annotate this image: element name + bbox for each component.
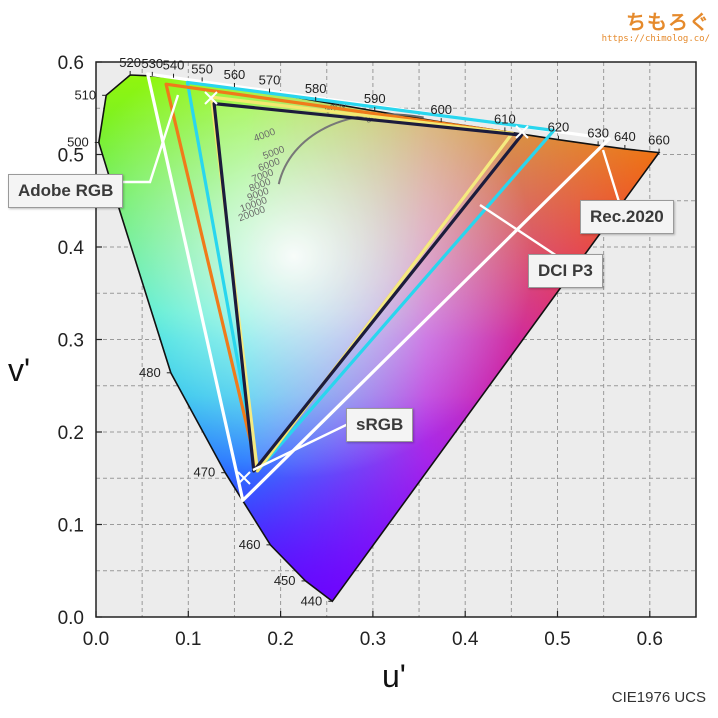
y-tick-label: 0.2 <box>58 423 84 444</box>
wavelength-label: 610 <box>494 111 516 126</box>
callout-adobe-rgb: Adobe RGB <box>8 174 124 208</box>
x-tick-label: 0.0 <box>83 629 109 650</box>
wavelength-label: 590 <box>364 91 386 106</box>
x-axis-title: u' <box>382 658 406 694</box>
axis-ticks: 0.0 0.1 0.2 0.3 0.4 0.5 0.6 0.0 0.1 0.2 0.3 0.4 0.5 0… <box>58 53 663 650</box>
wavelength-label: 460 <box>239 537 261 552</box>
x-tick-label: 0.1 <box>175 629 201 650</box>
wavelength-label: 630 <box>587 125 609 140</box>
x-tick-label: 0.5 <box>544 629 570 650</box>
wavelength-label: 450 <box>274 573 296 588</box>
x-tick-label: 0.6 <box>637 629 663 650</box>
wavelength-label: 560 <box>224 67 246 82</box>
y-axis-title: v' <box>8 352 31 388</box>
wavelength-label: 580 <box>305 81 327 96</box>
callout-rec2020: Rec.2020 <box>580 200 674 234</box>
wavelength-label: 500 <box>67 134 89 149</box>
brand-url: https://chimolog.co/ <box>601 34 710 44</box>
wavelength-label: 480 <box>139 365 161 380</box>
brand-name: ちもろぐ <box>626 10 710 34</box>
x-tick-label: 0.4 <box>452 629 479 650</box>
wavelength-label: 640 <box>614 129 636 144</box>
x-tick-label: 0.3 <box>360 629 386 650</box>
wavelength-label: 440 <box>301 593 323 608</box>
gamut-triangles <box>146 72 611 502</box>
y-tick-label: 0.0 <box>58 608 84 629</box>
y-tick-label: 0.6 <box>58 53 84 74</box>
wavelength-label: 530 <box>141 56 163 71</box>
y-tick-label: 0.4 <box>58 238 85 259</box>
callout-dci-p3: DCI P3 <box>528 254 603 288</box>
y-tick-label: 0.5 <box>58 146 84 167</box>
white-point-marks <box>204 91 529 485</box>
y-tick-label: 0.3 <box>58 331 84 352</box>
wavelength-label: 570 <box>259 73 281 88</box>
wavelength-label: 550 <box>191 61 213 76</box>
wavelength-label: 600 <box>430 102 452 117</box>
y-tick-label: 0.1 <box>58 516 84 537</box>
planckian-curve <box>277 113 424 185</box>
callout-srgb: sRGB <box>346 408 414 442</box>
gamut-triangle-dci-p3 <box>185 80 556 473</box>
brand-logo: ちもろぐ https://chimolog.co/ <box>602 6 710 44</box>
wavelength-label: 620 <box>548 120 570 135</box>
wavelength-label: 510 <box>74 87 96 102</box>
wavelength-label: 470 <box>194 465 216 480</box>
wavelength-label: 660 <box>648 133 670 148</box>
wavelength-labels: 4404504604704804905005105205305405505605… <box>67 55 670 608</box>
x-tick-label: 0.2 <box>267 629 293 650</box>
footer-caption: CIE1976 UCS <box>611 689 706 706</box>
wavelength-label: 540 <box>163 58 185 73</box>
gamut-triangle-measured <box>212 101 524 473</box>
